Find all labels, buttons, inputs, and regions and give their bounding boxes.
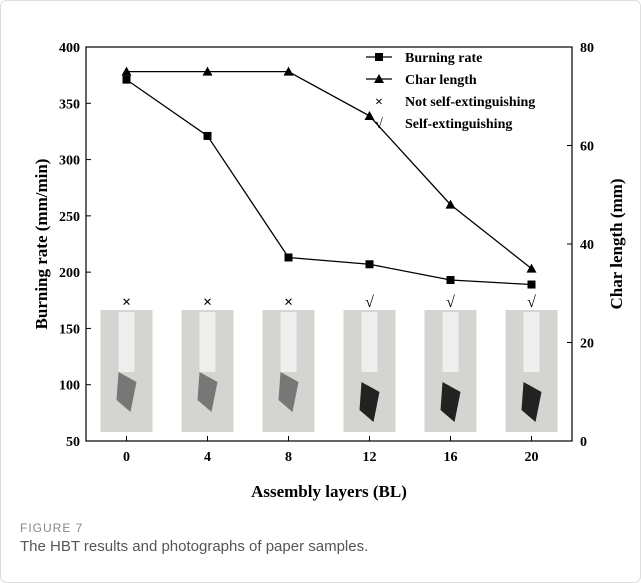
legend-label: Char length	[405, 73, 477, 88]
legend-label: Burning rate	[405, 51, 482, 66]
char-mark	[359, 382, 380, 422]
paper-strip	[118, 312, 135, 372]
y2-tick-label: 60	[580, 140, 594, 155]
y-tick-label: 300	[59, 154, 80, 169]
char-mark	[278, 372, 299, 412]
square-marker	[375, 53, 383, 61]
y2-tick-label: 80	[580, 41, 594, 56]
square-marker	[527, 280, 536, 289]
legend-symbol: √	[375, 117, 383, 132]
y2-axis-label: Char length (mm)	[607, 179, 626, 310]
y-axis-label: Burning rate (mm/min)	[32, 159, 51, 330]
paper-strip	[280, 312, 297, 372]
x-tick-label: 0	[123, 450, 130, 465]
x-tick-label: 4	[204, 450, 211, 465]
figure-caption: The HBT results and photographs of paper…	[20, 538, 368, 555]
x-tick-label: 20	[525, 450, 539, 465]
x-axis-label: Assembly layers (BL)	[251, 482, 407, 501]
y-tick-label: 150	[59, 322, 80, 337]
x-tick-label: 16	[444, 450, 458, 465]
sample-mark: √	[365, 294, 374, 311]
sample-mark: √	[527, 294, 536, 311]
x-tick-label: 8	[285, 450, 292, 465]
y-tick-label: 400	[59, 41, 80, 56]
char-mark	[521, 382, 542, 422]
paper-strip	[361, 312, 378, 372]
square-marker	[365, 260, 374, 269]
triangle-marker	[526, 263, 537, 273]
char-mark	[197, 372, 218, 412]
sample-mark: ×	[203, 294, 212, 311]
y2-tick-label: 0	[580, 435, 587, 450]
y2-tick-label: 40	[580, 238, 594, 253]
char-mark	[440, 382, 461, 422]
y-tick-label: 50	[66, 435, 80, 450]
y-tick-label: 250	[59, 210, 80, 225]
y-tick-label: 100	[59, 379, 80, 394]
triangle-marker	[445, 199, 456, 209]
triangle-marker	[364, 110, 375, 120]
triangle-marker	[374, 74, 384, 83]
series-line	[126, 79, 532, 286]
paper-strip	[523, 312, 540, 372]
y-tick-label: 350	[59, 97, 80, 112]
triangle-marker	[121, 66, 132, 76]
square-marker	[203, 131, 212, 140]
square-marker	[284, 253, 293, 262]
paper-strip	[442, 312, 459, 372]
series-line	[126, 70, 532, 270]
triangle-marker	[202, 66, 213, 76]
paper-strip	[199, 312, 216, 372]
y2-tick-label: 20	[580, 337, 594, 352]
square-marker	[122, 75, 131, 84]
sample-mark: ×	[122, 294, 131, 311]
triangle-marker	[283, 66, 294, 76]
y-tick-label: 200	[59, 266, 80, 281]
legend-label: Not self-extinguishing	[405, 95, 535, 110]
legend-symbol: ×	[375, 95, 383, 110]
sample-mark: ×	[284, 294, 293, 311]
square-marker	[446, 276, 455, 285]
sample-mark: √	[446, 294, 455, 311]
x-tick-label: 12	[363, 450, 377, 465]
char-mark	[116, 372, 137, 412]
figure-label: FIGURE 7	[20, 521, 83, 535]
legend-label: Self-extinguishing	[405, 117, 512, 132]
